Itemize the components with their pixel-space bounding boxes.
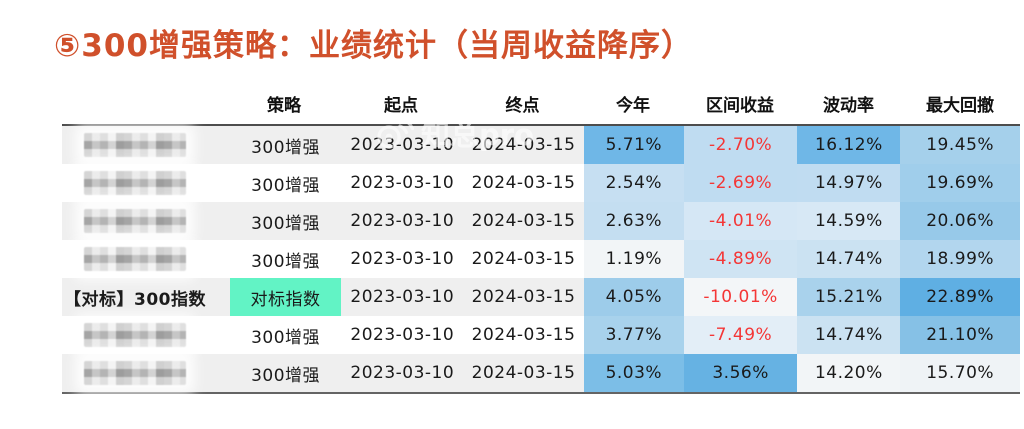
max-drawdown-cell: 15.70% — [900, 354, 1021, 392]
volatility-cell: 14.97% — [797, 164, 901, 202]
fund-name-cell — [62, 202, 230, 240]
period-return-cell: -4.01% — [683, 202, 798, 240]
table-row: 300增强 2023-03-10 2024-03-15 2.54% -2.69% 14.9… — [62, 164, 1021, 202]
volatility-cell: 16.12% — [797, 126, 901, 164]
strategy-cell: 300增强 — [251, 365, 321, 386]
ytd-cell: 2.63% — [583, 202, 684, 240]
period-return-cell: -2.69% — [683, 164, 798, 202]
col-header-ytd: 今年 — [616, 95, 650, 116]
strategy-cell: 对标指数 — [229, 278, 342, 316]
max-drawdown-cell: 22.89% — [900, 278, 1021, 316]
start-date-cell: 2023-03-10 — [350, 135, 455, 155]
col-header-max-drawdown: 最大回撤 — [926, 95, 994, 116]
period-return-cell: -4.89% — [683, 240, 798, 278]
max-drawdown-cell: 20.06% — [900, 202, 1021, 240]
table-row: 300增强 2023-03-10 2024-03-15 5.03% 3.56% 14.20… — [62, 354, 1021, 392]
ytd-cell: 5.03% — [583, 354, 684, 392]
strategy-cell: 300增强 — [251, 213, 321, 234]
table-header-row: 策略 起点 终点 今年 区间收益 波动率 最大回撤 — [62, 82, 1020, 124]
col-header-name — [62, 82, 228, 124]
strategy-cell: 300增强 — [251, 137, 321, 158]
max-drawdown-cell: 19.69% — [900, 164, 1021, 202]
end-date-cell: 2024-03-15 — [471, 287, 576, 307]
ytd-cell: 3.77% — [583, 316, 684, 354]
max-drawdown-cell: 21.10% — [900, 316, 1021, 354]
strategy-cell: 300增强 — [251, 251, 321, 272]
period-return-cell: -10.01% — [683, 278, 798, 316]
strategy-cell: 300增强 — [251, 327, 321, 348]
period-return-cell: -7.49% — [683, 316, 798, 354]
max-drawdown-cell: 19.45% — [900, 126, 1021, 164]
fund-name-cell — [62, 240, 230, 278]
start-date-cell: 2023-03-10 — [350, 173, 455, 193]
end-date-cell: 2024-03-15 — [471, 325, 576, 345]
max-drawdown-cell: 18.99% — [900, 240, 1021, 278]
fund-name-cell — [62, 354, 230, 392]
volatility-cell: 14.74% — [797, 316, 901, 354]
blurred-fund-name — [84, 171, 186, 195]
start-date-cell: 2023-03-10 — [350, 287, 455, 307]
col-header-volatility: 波动率 — [823, 95, 874, 116]
table-row: 300增强 2023-03-10 2024-03-15 2.63% -4.01% 14.5… — [62, 202, 1021, 240]
page-title: ⑤300增强策略：业绩统计（当周收益降序） — [54, 28, 693, 64]
end-date-cell: 2024-03-15 — [471, 363, 576, 383]
table-row: 300增强 2023-03-10 2024-03-15 5.71% -2.70% 16.1… — [62, 126, 1021, 164]
fund-name-cell: 【对标】300指数 — [64, 289, 206, 310]
end-date-cell: 2024-03-15 — [471, 211, 576, 231]
end-date-cell: 2024-03-15 — [471, 249, 576, 269]
start-date-cell: 2023-03-10 — [350, 325, 455, 345]
start-date-cell: 2023-03-10 — [350, 363, 455, 383]
table-row: 300增强 2023-03-10 2024-03-15 1.19% -4.89% 14.7… — [62, 240, 1021, 278]
end-date-cell: 2024-03-15 — [471, 135, 576, 155]
volatility-cell: 14.20% — [797, 354, 901, 392]
ytd-cell: 4.05% — [583, 278, 684, 316]
ytd-cell: 2.54% — [583, 164, 684, 202]
table-body: 300增强 2023-03-10 2024-03-15 5.71% -2.70% 16.1… — [62, 124, 1021, 394]
fund-name-cell — [62, 164, 230, 202]
col-header-end-date: 终点 — [505, 95, 540, 116]
period-return-cell: 3.56% — [683, 354, 798, 392]
blurred-fund-name — [84, 209, 186, 233]
volatility-cell: 14.59% — [797, 202, 901, 240]
col-header-strategy: 策略 — [267, 95, 301, 116]
start-date-cell: 2023-03-10 — [350, 211, 455, 231]
period-return-cell: -2.70% — [683, 126, 798, 164]
blurred-fund-name — [84, 247, 186, 271]
strategy-cell: 300增强 — [251, 175, 321, 196]
volatility-cell: 14.74% — [797, 240, 901, 278]
fund-name-cell — [62, 126, 230, 164]
blurred-fund-name — [84, 323, 186, 347]
performance-table: 策略 起点 终点 今年 区间收益 波动率 最大回撤 300增强 2023-03-1… — [62, 82, 1021, 394]
col-header-start-date: 起点 — [384, 95, 418, 116]
blurred-fund-name — [84, 361, 186, 385]
end-date-cell: 2024-03-15 — [471, 173, 576, 193]
table-row: 【对标】300指数 对标指数 2023-03-10 2024-03-15 4.05% -1… — [62, 278, 1021, 316]
fund-name-cell — [62, 316, 230, 354]
table-row: 300增强 2023-03-10 2024-03-15 3.77% -7.49% 14.7… — [62, 316, 1021, 354]
ytd-cell: 1.19% — [583, 240, 684, 278]
volatility-cell: 15.21% — [797, 278, 901, 316]
blurred-fund-name — [84, 133, 186, 157]
start-date-cell: 2023-03-10 — [350, 249, 455, 269]
col-header-period-return: 区间收益 — [706, 95, 774, 116]
ytd-cell: 5.71% — [583, 126, 684, 164]
